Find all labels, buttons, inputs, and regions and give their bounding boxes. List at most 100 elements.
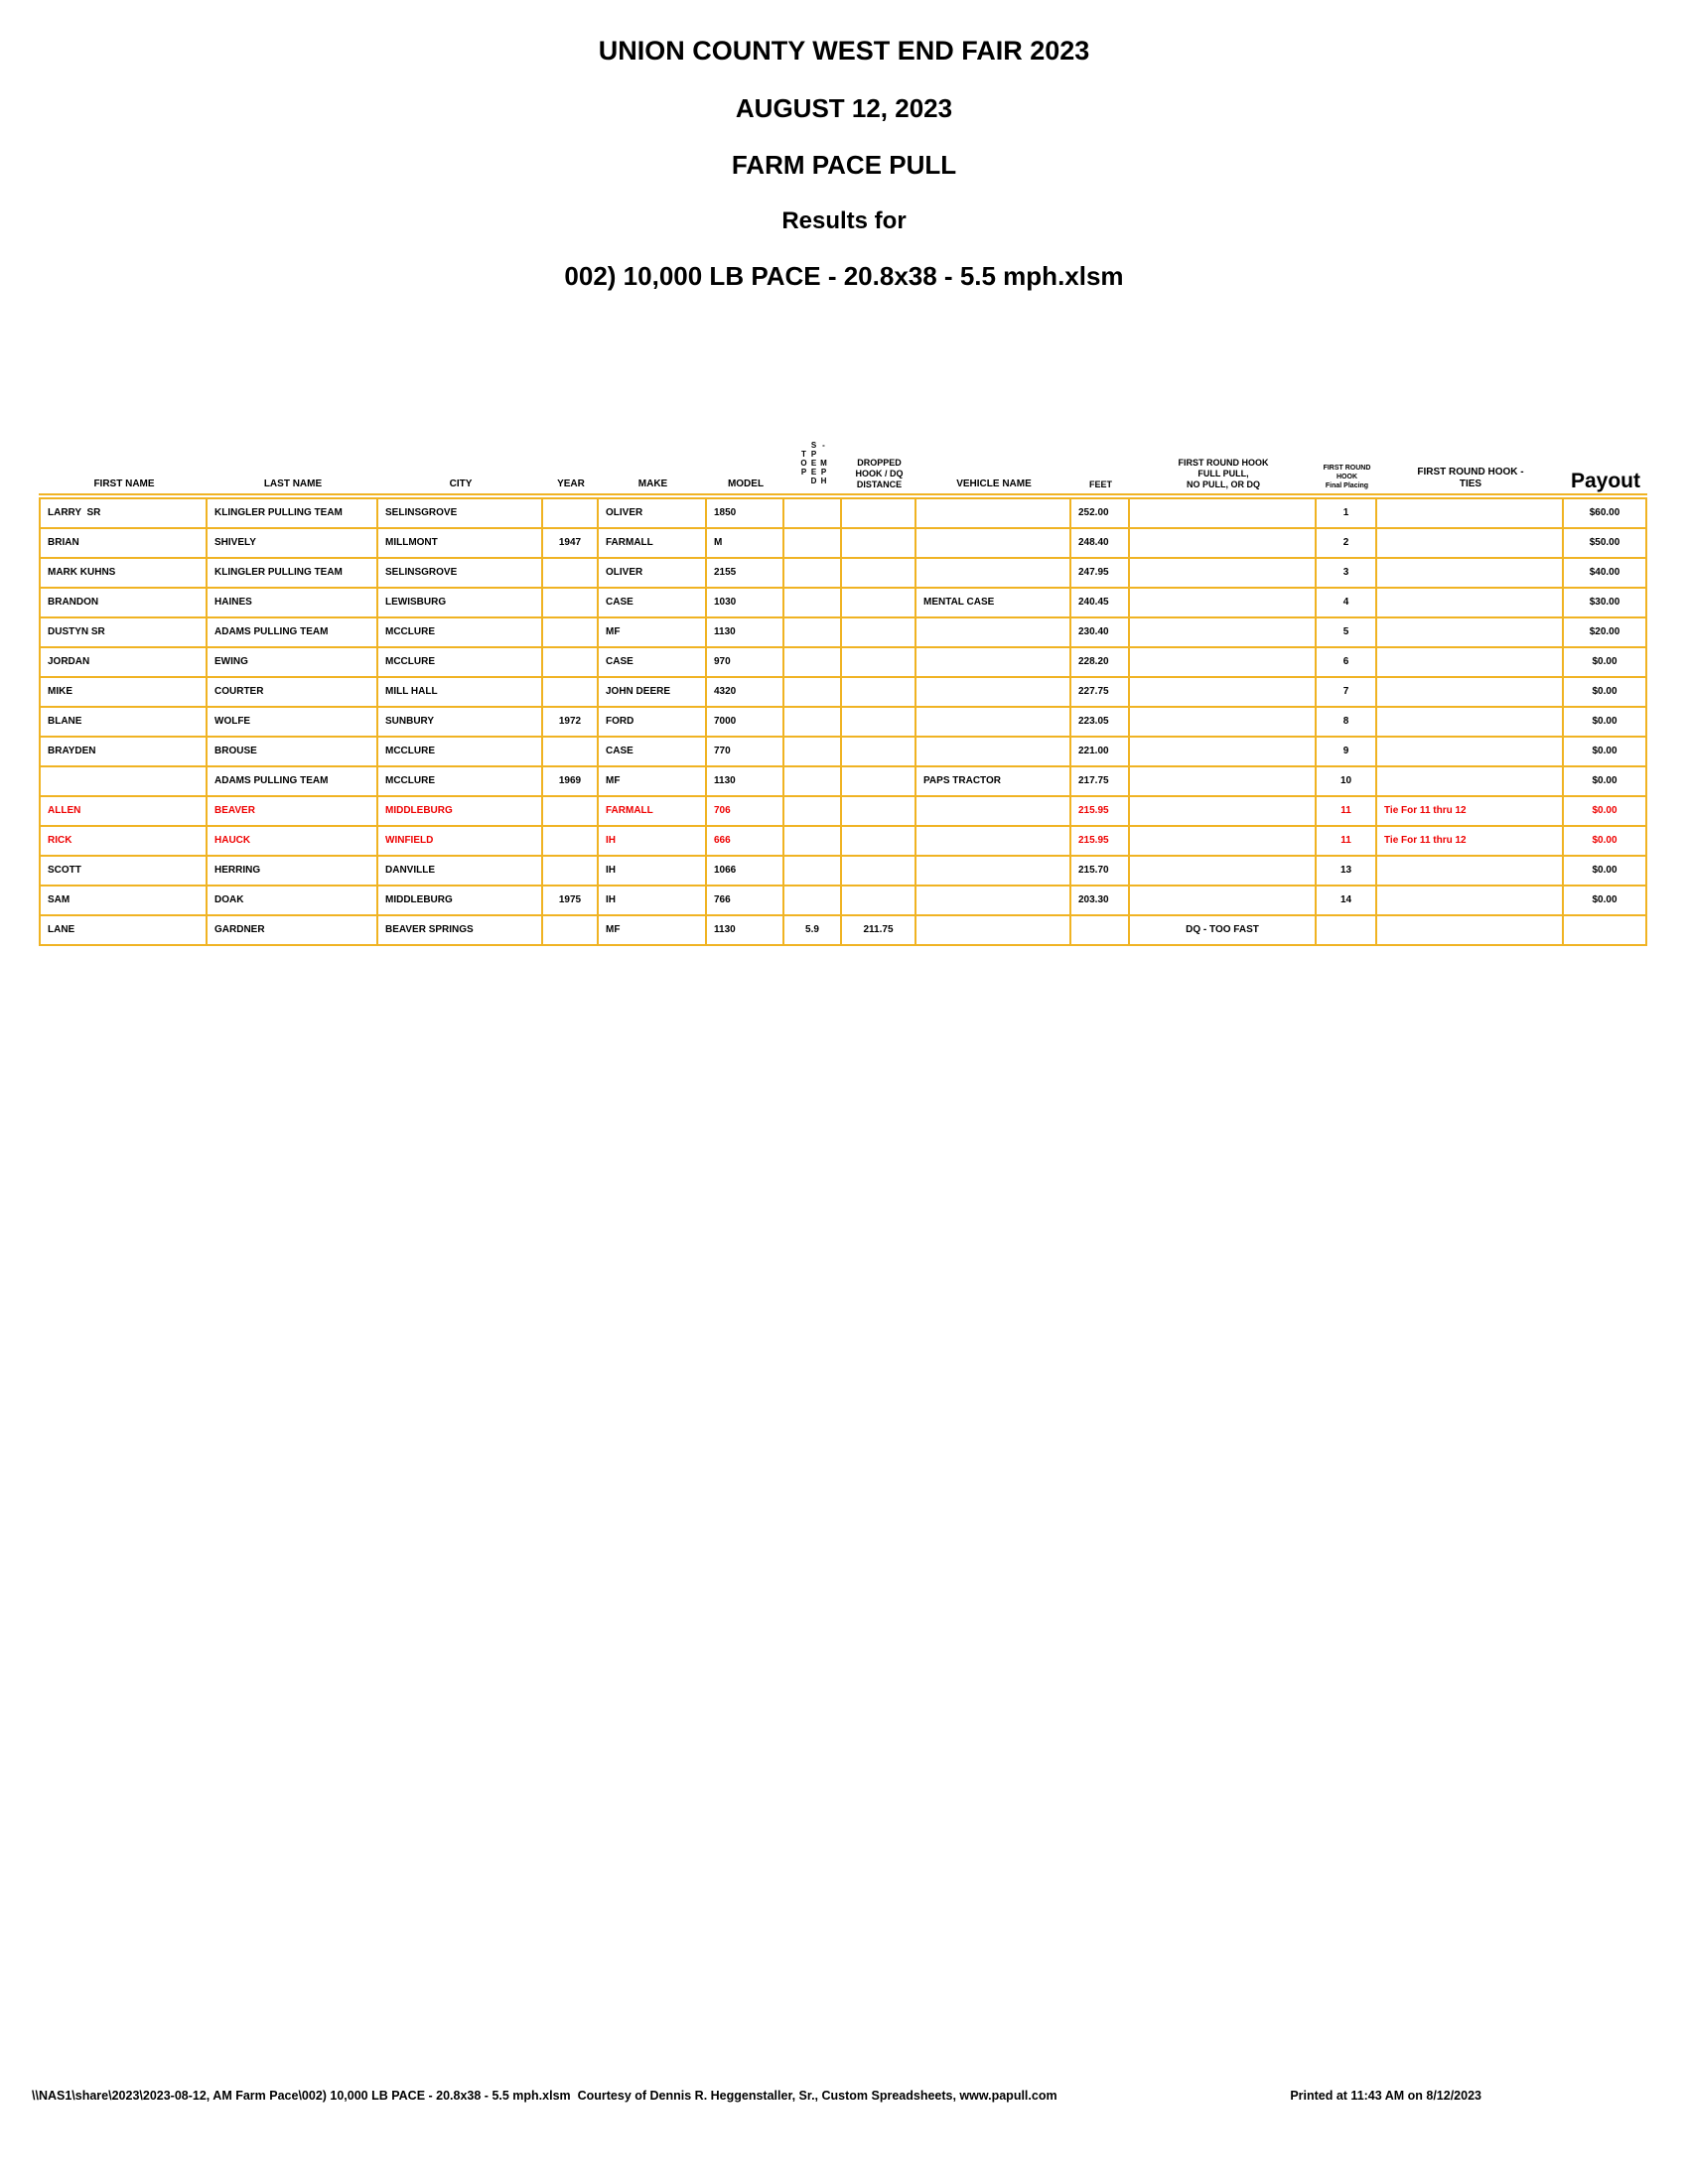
cell-last-name: COURTER [208, 678, 378, 708]
cell-first-round-placing: 2 [1317, 529, 1377, 559]
cell-payout-amount: $0.00 [1564, 887, 1647, 916]
cell-make: IH [599, 827, 707, 857]
cell-year [543, 559, 599, 589]
cell-dropped-hook-distance [842, 708, 916, 738]
cell-city: MIDDLEBURG [378, 797, 543, 827]
col-header-final-placing: FIRST ROUND HOOK Final Placing [1323, 465, 1371, 489]
results-table: FIRST NAME LAST NAME CITY YEAR MAKE MODE… [39, 435, 1647, 946]
cell-year [543, 678, 599, 708]
cell-feet [1071, 916, 1130, 946]
cell-tie-note [1377, 916, 1564, 946]
cell-make: OLIVER [599, 559, 707, 589]
cell-make: JOHN DEERE [599, 678, 707, 708]
cell-payout-amount: $0.00 [1564, 648, 1647, 678]
footer-file-path: \\NAS1\share\2023\2023-08-12, AM Farm Pa… [32, 2089, 1057, 2103]
cell-top-speed-mph [784, 827, 842, 857]
cell-year [543, 797, 599, 827]
cell-vehicle-name [916, 678, 1071, 708]
cell-first-name: MARK KUHNS [41, 559, 208, 589]
cell-top-speed-mph [784, 738, 842, 767]
cell-payout-amount: $30.00 [1564, 589, 1647, 618]
cell-model: 766 [707, 887, 784, 916]
cell-first-round-hook-result [1130, 618, 1317, 648]
cell-payout-amount: $0.00 [1564, 797, 1647, 827]
cell-make: FORD [599, 708, 707, 738]
cell-dropped-hook-distance [842, 678, 916, 708]
cell-payout-amount: $0.00 [1564, 678, 1647, 708]
cell-feet: 240.45 [1071, 589, 1130, 618]
cell-first-round-hook-result [1130, 589, 1317, 618]
col-header-ties: FIRST ROUND HOOK - TIES [1417, 467, 1524, 489]
cell-first-name [41, 767, 208, 797]
cell-first-name: JORDAN [41, 648, 208, 678]
cell-first-round-hook-result [1130, 708, 1317, 738]
cell-top-speed-mph [784, 499, 842, 529]
cell-year [543, 827, 599, 857]
cell-vehicle-name [916, 887, 1071, 916]
col-header-first-round-hook: FIRST ROUND HOOK FULL PULL, NO PULL, OR … [1178, 458, 1269, 489]
cell-make: MF [599, 916, 707, 946]
cell-feet: 228.20 [1071, 648, 1130, 678]
cell-city: DANVILLE [378, 857, 543, 887]
cell-vehicle-name [916, 499, 1071, 529]
cell-top-speed-mph [784, 559, 842, 589]
col-header-city: CITY [449, 478, 473, 489]
cell-city: SUNBURY [378, 708, 543, 738]
cell-tie-note [1377, 887, 1564, 916]
cell-first-name: SCOTT [41, 857, 208, 887]
cell-first-round-hook-result [1130, 678, 1317, 708]
cell-first-round-hook-result [1130, 827, 1317, 857]
col-header-first-name: FIRST NAME [93, 478, 155, 489]
col-header-model: MODEL [727, 478, 765, 489]
cell-first-round-hook-result [1130, 887, 1317, 916]
cell-city: BEAVER SPRINGS [378, 916, 543, 946]
cell-make: IH [599, 857, 707, 887]
footer-print-timestamp: Printed at 11:43 AM on 8/12/2023 [1290, 2089, 1481, 2103]
cell-vehicle-name [916, 738, 1071, 767]
cell-city: LEWISBURG [378, 589, 543, 618]
cell-last-name: HAUCK [208, 827, 378, 857]
cell-city: WINFIELD [378, 827, 543, 857]
cell-first-round-hook-result [1130, 499, 1317, 529]
cell-city: MILL HALL [378, 678, 543, 708]
cell-dropped-hook-distance [842, 827, 916, 857]
cell-top-speed-mph [784, 678, 842, 708]
cell-vehicle-name [916, 857, 1071, 887]
cell-city: SELINSGROVE [378, 499, 543, 529]
cell-top-speed-mph: 5.9 [784, 916, 842, 946]
cell-top-speed-mph [784, 797, 842, 827]
cell-city: MIDDLEBURG [378, 887, 543, 916]
cell-first-name: LARRY SR [41, 499, 208, 529]
cell-tie-note [1377, 589, 1564, 618]
cell-payout-amount: $0.00 [1564, 708, 1647, 738]
col-header-last-name: LAST NAME [263, 478, 323, 489]
cell-payout-amount: $0.00 [1564, 827, 1647, 857]
cell-model: 2155 [707, 559, 784, 589]
cell-vehicle-name [916, 648, 1071, 678]
cell-model: 706 [707, 797, 784, 827]
cell-top-speed-mph [784, 648, 842, 678]
cell-make: FARMALL [599, 529, 707, 559]
col-header-payout: Payout [1570, 470, 1640, 492]
cell-last-name: HAINES [208, 589, 378, 618]
cell-tie-note [1377, 708, 1564, 738]
cell-vehicle-name: PAPS TRACTOR [916, 767, 1071, 797]
cell-first-name: DUSTYN SR [41, 618, 208, 648]
cell-first-round-placing: 11 [1317, 827, 1377, 857]
cell-last-name: BROUSE [208, 738, 378, 767]
cell-first-round-hook-result [1130, 648, 1317, 678]
cell-first-name: BLANE [41, 708, 208, 738]
cell-first-round-placing: 5 [1317, 618, 1377, 648]
cell-tie-note [1377, 499, 1564, 529]
col-header-feet: FEET [1088, 479, 1112, 489]
cell-year: 1972 [543, 708, 599, 738]
cell-dropped-hook-distance [842, 559, 916, 589]
cell-tie-note: Tie For 11 thru 12 [1377, 797, 1564, 827]
cell-make: CASE [599, 738, 707, 767]
cell-tie-note [1377, 857, 1564, 887]
cell-first-name: BRAYDEN [41, 738, 208, 767]
cell-model: 1130 [707, 916, 784, 946]
cell-city: MCCLURE [378, 767, 543, 797]
cell-feet: 252.00 [1071, 499, 1130, 529]
cell-model: 4320 [707, 678, 784, 708]
